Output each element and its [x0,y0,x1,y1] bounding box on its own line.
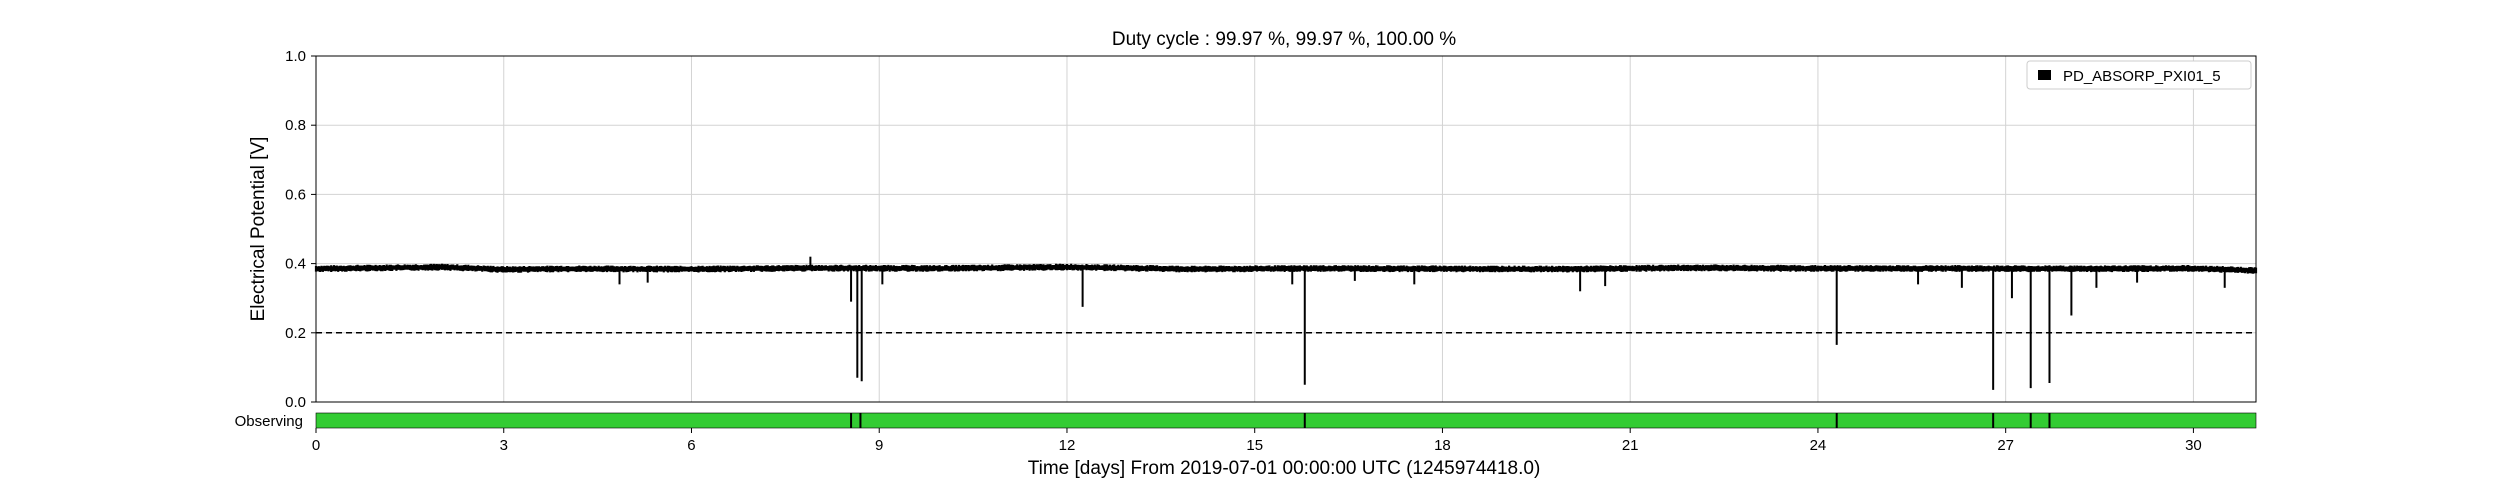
y-tick-label: 0.8 [285,117,306,134]
x-tick-label: 30 [2185,437,2202,454]
x-tick-label: 3 [500,437,508,454]
x-tick-label: 0 [312,437,320,454]
y-tick-label: 1.0 [285,48,306,65]
y-tick-label: 0.0 [285,394,306,411]
series-group [314,256,2258,390]
x-tick-label: 21 [1622,437,1639,454]
y-axis-label: Electrical Potential [V] [248,137,269,322]
legend-entry-label: PD_ABSORP_PXI01_5 [2063,68,2221,85]
y-ticks: 0.0 0.2 0.4 0.6 0.8 1.0 [285,48,316,411]
grid [315,55,2256,403]
x-tick-label: 6 [687,437,695,454]
x-tick-label: 9 [875,437,883,454]
series-line [314,263,2258,274]
y-tick-label: 0.2 [285,325,306,342]
plot-frame [315,55,2257,403]
chart-title: Duty cycle : 99.97 %, 99.97 %, 100.00 % [1112,29,1456,50]
x-tick-label: 12 [1059,437,1076,454]
legend: PD_ABSORP_PXI01_5 [2026,60,2252,90]
x-axis-label: Time [days] From 2019-07-01 00:00:00 UTC… [1028,458,1541,479]
x-tick-label: 18 [1434,437,1451,454]
x-tick-label: 24 [1810,437,1827,454]
legend-marker [2038,70,2051,80]
x-ticks: 0 3 6 9 12 15 18 21 24 27 30 [312,428,2202,454]
state-bar-segment [315,412,2257,429]
state-bar [315,412,2257,429]
y-tick-label: 0.6 [285,186,306,203]
legend-box [2026,60,2252,90]
x-tick-label: 27 [1997,437,2014,454]
y-tick-label: 0.4 [285,256,306,273]
x-tick-label: 15 [1246,437,1263,454]
state-bar-label: Observing [235,413,303,430]
